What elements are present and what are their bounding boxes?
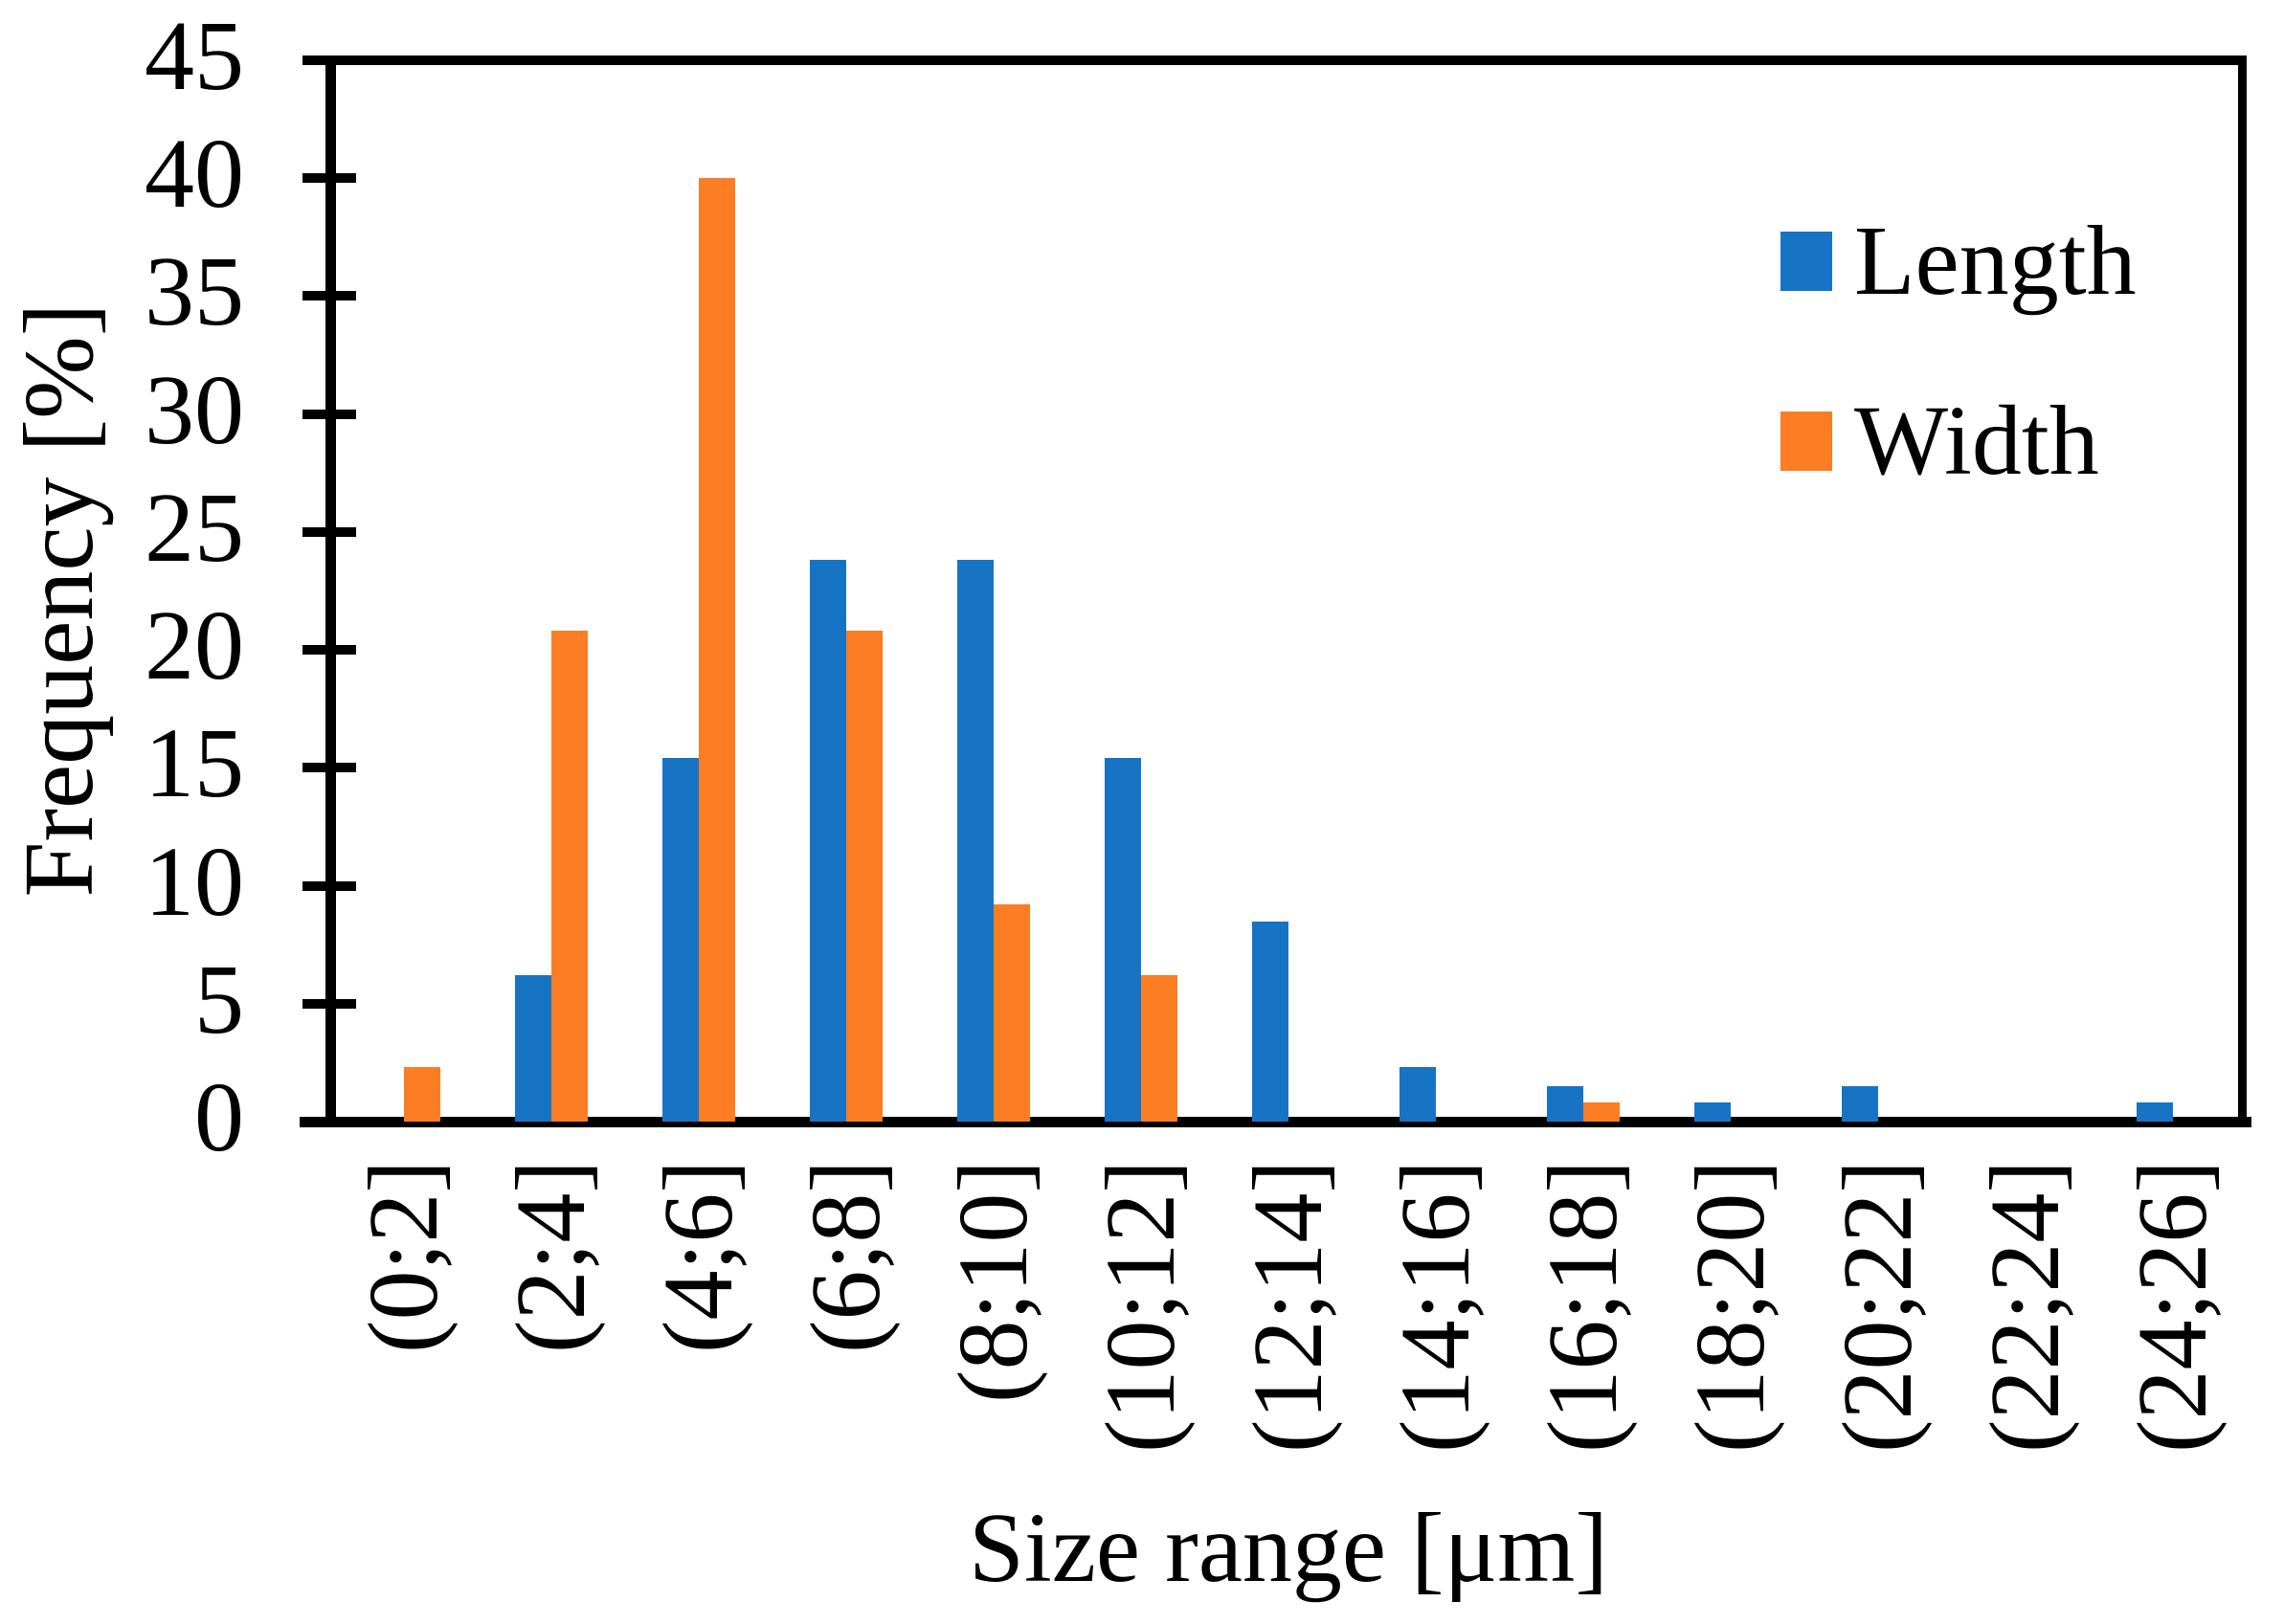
x-tick-label-(18;20]: (18;20] <box>1675 1160 1785 1454</box>
bar-width-(0;2] <box>404 1067 440 1122</box>
bar-length-(10;12] <box>1105 758 1141 1122</box>
y-tick-label-35: 35 <box>145 236 244 347</box>
y-tick-label-40: 40 <box>145 119 244 230</box>
plot-right-border <box>2238 60 2247 1127</box>
bar-length-(8;10] <box>957 560 994 1122</box>
legend-item-length: Length <box>1780 206 2137 316</box>
bar-length-(24;26] <box>2137 1102 2173 1122</box>
bar-length-(14;16] <box>1400 1067 1436 1122</box>
x-tick-label-(8;10]: (8;10] <box>938 1160 1048 1404</box>
x-tick-label-(22;24]: (22;24] <box>1970 1160 2080 1454</box>
y-axis-title: Frequency [%] <box>4 302 114 898</box>
y-tick-label-15: 15 <box>145 708 244 819</box>
y-tick-label-10: 10 <box>145 826 244 937</box>
bar-length-(12;14] <box>1252 921 1288 1122</box>
y-tick-5 <box>302 998 356 1009</box>
x-axis-title: Size range [μm] <box>969 1493 1608 1603</box>
x-tick-label-(0;2]: (0;2] <box>348 1160 459 1354</box>
bar-width-(10;12] <box>1141 975 1177 1122</box>
bar-length-(18;20] <box>1694 1102 1731 1122</box>
legend-swatch-width <box>1780 412 1832 471</box>
bar-width-(6;8] <box>846 631 883 1122</box>
x-tick-label-(20;22]: (20;22] <box>1823 1160 1933 1454</box>
x-tick-label-(14;16]: (14;16] <box>1380 1160 1490 1454</box>
y-tick-35 <box>302 291 356 301</box>
plot-top-border <box>302 56 2247 65</box>
bar-length-(20;22] <box>1842 1086 1878 1122</box>
y-tick-label-0: 0 <box>194 1062 244 1172</box>
x-tick-label-(16;18]: (16;18] <box>1528 1160 1638 1454</box>
y-tick-10 <box>302 880 356 891</box>
legend-label-width: Width <box>1854 386 2099 496</box>
bar-width-(8;10] <box>994 904 1030 1122</box>
y-tick-40 <box>302 173 356 184</box>
bar-length-(4;6] <box>662 758 699 1122</box>
x-tick-label-(2;4]: (2;4] <box>496 1160 606 1354</box>
y-tick-label-45: 45 <box>145 1 244 111</box>
legend-item-width: Width <box>1780 386 2099 496</box>
x-axis-line <box>300 1117 2251 1127</box>
bar-length-(16;18] <box>1547 1086 1583 1122</box>
bar-width-(4;6] <box>699 178 735 1122</box>
x-tick-label-(10;12]: (10;12] <box>1086 1160 1196 1454</box>
y-tick-label-20: 20 <box>145 590 244 701</box>
x-tick-label-(12;14]: (12;14] <box>1233 1160 1343 1454</box>
bar-length-(2;4] <box>515 975 551 1122</box>
legend-swatch-length <box>1780 232 1832 291</box>
y-axis-line <box>325 56 336 1127</box>
x-tick-label-(24;26]: (24;26] <box>2117 1160 2228 1454</box>
bar-width-(16;18] <box>1583 1102 1620 1122</box>
x-tick-label-(6;8]: (6;8] <box>791 1160 901 1354</box>
y-tick-15 <box>302 763 356 773</box>
y-tick-label-5: 5 <box>194 944 244 1055</box>
legend-label-length: Length <box>1854 206 2137 316</box>
x-tick-label-(4;6]: (4;6] <box>643 1160 753 1354</box>
y-tick-20 <box>302 645 356 656</box>
y-tick-label-30: 30 <box>145 354 244 465</box>
y-tick-30 <box>302 409 356 419</box>
bar-width-(2;4] <box>551 631 588 1122</box>
y-tick-25 <box>302 526 356 537</box>
bar-length-(6;8] <box>810 560 846 1122</box>
y-tick-label-25: 25 <box>145 472 244 583</box>
